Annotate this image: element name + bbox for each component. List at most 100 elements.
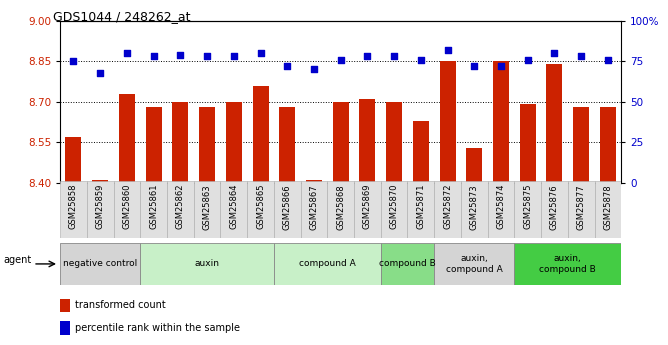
Point bbox=[603, 57, 613, 62]
Bar bbox=[333, 102, 349, 183]
Text: GSM25863: GSM25863 bbox=[202, 184, 212, 229]
Text: GSM25873: GSM25873 bbox=[470, 184, 479, 229]
Bar bbox=[466, 148, 482, 183]
Text: compound B: compound B bbox=[379, 259, 436, 268]
Bar bbox=[92, 180, 108, 183]
Bar bbox=[440, 61, 456, 183]
Bar bbox=[520, 105, 536, 183]
Bar bbox=[194, 181, 220, 238]
Text: GSM25871: GSM25871 bbox=[416, 184, 426, 229]
Point bbox=[415, 57, 426, 62]
Point bbox=[309, 67, 319, 72]
Bar bbox=[573, 107, 589, 183]
Text: GSM25877: GSM25877 bbox=[576, 184, 586, 229]
Bar bbox=[274, 181, 301, 238]
Point bbox=[95, 70, 106, 75]
Bar bbox=[60, 321, 70, 335]
Text: auxin: auxin bbox=[194, 259, 220, 268]
Text: transformed count: transformed count bbox=[75, 300, 166, 310]
Bar bbox=[167, 181, 194, 238]
Text: GSM25869: GSM25869 bbox=[363, 184, 372, 229]
Text: compound A: compound A bbox=[299, 259, 355, 268]
Point bbox=[122, 50, 132, 56]
Bar bbox=[87, 181, 114, 238]
Text: GSM25872: GSM25872 bbox=[443, 184, 452, 229]
Bar bbox=[434, 243, 514, 285]
Bar bbox=[413, 121, 429, 183]
Text: GDS1044 / 248262_at: GDS1044 / 248262_at bbox=[53, 10, 191, 23]
Point bbox=[68, 59, 79, 64]
Text: GSM25865: GSM25865 bbox=[256, 184, 265, 229]
Point bbox=[549, 50, 560, 56]
Bar bbox=[220, 181, 247, 238]
Text: GSM25860: GSM25860 bbox=[122, 184, 132, 229]
Text: GSM25859: GSM25859 bbox=[96, 184, 105, 229]
Bar bbox=[461, 181, 488, 238]
Point bbox=[228, 53, 239, 59]
Text: GSM25858: GSM25858 bbox=[69, 184, 78, 229]
Bar bbox=[60, 243, 140, 285]
Bar bbox=[541, 181, 568, 238]
Text: GSM25864: GSM25864 bbox=[229, 184, 238, 229]
Bar bbox=[247, 181, 274, 238]
Text: GSM25870: GSM25870 bbox=[389, 184, 399, 229]
Point bbox=[335, 57, 346, 62]
Bar bbox=[381, 181, 407, 238]
Bar bbox=[140, 181, 167, 238]
Bar bbox=[493, 61, 509, 183]
Bar bbox=[60, 299, 70, 312]
Bar bbox=[65, 137, 81, 183]
Text: GSM25862: GSM25862 bbox=[176, 184, 185, 229]
Point bbox=[148, 53, 159, 59]
Point bbox=[496, 63, 506, 69]
Point bbox=[282, 63, 293, 69]
Text: GSM25875: GSM25875 bbox=[523, 184, 532, 229]
Bar bbox=[327, 181, 354, 238]
Bar bbox=[546, 64, 562, 183]
Bar bbox=[595, 181, 621, 238]
Point bbox=[175, 52, 186, 58]
Bar bbox=[488, 181, 514, 238]
Point bbox=[202, 53, 212, 59]
Bar bbox=[407, 181, 434, 238]
Text: GSM25878: GSM25878 bbox=[603, 184, 613, 229]
Point bbox=[362, 53, 373, 59]
Point bbox=[389, 53, 399, 59]
Bar bbox=[301, 181, 327, 238]
Point bbox=[442, 47, 453, 53]
Bar bbox=[568, 181, 595, 238]
Bar bbox=[381, 243, 434, 285]
Bar bbox=[119, 93, 135, 183]
Text: GSM25874: GSM25874 bbox=[496, 184, 506, 229]
Bar bbox=[140, 243, 274, 285]
Bar bbox=[114, 181, 140, 238]
Point bbox=[522, 57, 533, 62]
Bar bbox=[359, 99, 375, 183]
Bar bbox=[172, 102, 188, 183]
Point bbox=[576, 53, 587, 59]
Text: agent: agent bbox=[3, 256, 31, 265]
Bar bbox=[600, 107, 616, 183]
Bar bbox=[146, 107, 162, 183]
Text: percentile rank within the sample: percentile rank within the sample bbox=[75, 323, 240, 333]
Text: GSM25868: GSM25868 bbox=[336, 184, 345, 229]
Text: negative control: negative control bbox=[63, 259, 138, 268]
Bar bbox=[514, 243, 621, 285]
Bar bbox=[60, 181, 87, 238]
Bar bbox=[253, 86, 269, 183]
Bar bbox=[386, 102, 402, 183]
Bar bbox=[279, 107, 295, 183]
Bar bbox=[354, 181, 381, 238]
Point bbox=[469, 63, 480, 69]
Bar bbox=[226, 102, 242, 183]
Text: GSM25876: GSM25876 bbox=[550, 184, 559, 229]
Bar bbox=[306, 180, 322, 183]
Bar bbox=[199, 107, 215, 183]
Text: GSM25867: GSM25867 bbox=[309, 184, 319, 229]
Text: auxin,
compound A: auxin, compound A bbox=[446, 254, 502, 274]
Text: auxin,
compound B: auxin, compound B bbox=[540, 254, 596, 274]
Text: GSM25866: GSM25866 bbox=[283, 184, 292, 229]
Bar bbox=[514, 181, 541, 238]
Text: GSM25861: GSM25861 bbox=[149, 184, 158, 229]
Bar bbox=[434, 181, 461, 238]
